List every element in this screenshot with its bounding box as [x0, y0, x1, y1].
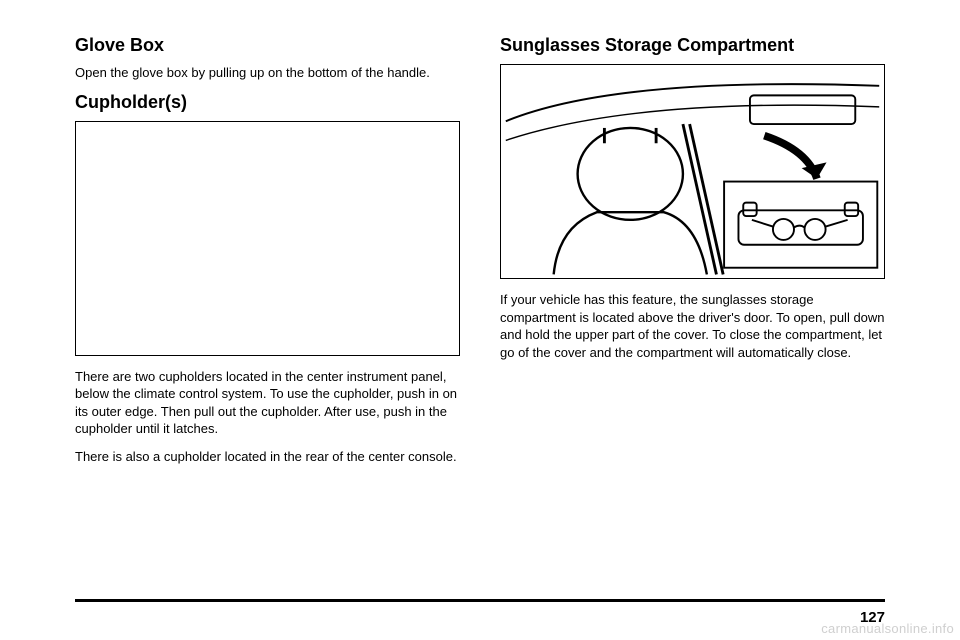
cupholder-illustration	[75, 121, 460, 356]
para-sunglasses: If your vehicle has this feature, the su…	[500, 291, 885, 361]
heading-glove-box: Glove Box	[75, 35, 460, 56]
page-content: Glove Box Open the glove box by pulling …	[75, 35, 885, 575]
para-cupholders-1: There are two cupholders located in the …	[75, 368, 460, 438]
heading-sunglasses: Sunglasses Storage Compartment	[500, 35, 885, 56]
right-column: Sunglasses Storage Compartment	[500, 35, 885, 575]
para-cupholders-2: There is also a cupholder located in the…	[75, 448, 460, 466]
footer-rule	[75, 599, 885, 602]
interior-svg	[501, 65, 884, 278]
para-glove-box: Open the glove box by pulling up on the …	[75, 64, 460, 82]
sunglasses-illustration	[500, 64, 885, 279]
heading-cupholders: Cupholder(s)	[75, 92, 460, 113]
watermark: carmanualsonline.info	[821, 621, 954, 636]
left-column: Glove Box Open the glove box by pulling …	[75, 35, 460, 575]
